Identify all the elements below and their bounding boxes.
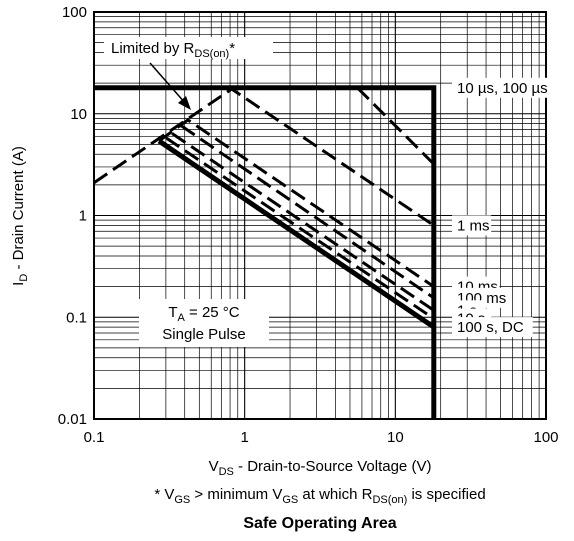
y-tick-label: 0.01 bbox=[58, 411, 87, 428]
limited-annotation: Limited by RDS(on)* bbox=[104, 37, 273, 110]
series-label-bg bbox=[452, 77, 574, 98]
series-line bbox=[180, 124, 435, 300]
pulse-label: Single Pulse bbox=[162, 326, 245, 343]
series-label-bg bbox=[452, 215, 492, 236]
series-label: 10 µs, 100 µs bbox=[457, 80, 548, 97]
series-line bbox=[356, 86, 435, 166]
y-tick-label: 100 bbox=[62, 4, 87, 21]
limited-arrow-shaft bbox=[149, 62, 187, 105]
series-label: 100 s, DC bbox=[457, 319, 524, 336]
y-tick-label: 1 bbox=[79, 208, 87, 225]
series-line bbox=[165, 136, 435, 320]
x-tick-label: 1 bbox=[240, 429, 248, 446]
footnote: * VGS > minimum VGS at which RDS(on) is … bbox=[154, 486, 485, 506]
series-lines bbox=[93, 85, 437, 419]
ta-label: TA = 25 °C bbox=[168, 304, 239, 324]
limited-label: Limited by RDS(on)* bbox=[111, 40, 235, 60]
y-tick-label: 10 bbox=[70, 106, 87, 123]
chart-title: Safe Operating Area bbox=[243, 515, 396, 532]
series-line bbox=[93, 87, 435, 227]
condition-annotation: TA = 25 °C Single Pulse bbox=[139, 299, 269, 347]
y-tick-label: 0.1 bbox=[66, 309, 87, 326]
plot-frame bbox=[93, 11, 547, 420]
series-label-bg bbox=[452, 317, 533, 338]
x-tick-label: 0.1 bbox=[84, 429, 105, 446]
series-label: 1 ms bbox=[457, 217, 490, 234]
limited-arrow-head bbox=[178, 96, 191, 110]
x-tick-label: 10 bbox=[387, 429, 404, 446]
series-line bbox=[157, 138, 436, 330]
series-line bbox=[171, 132, 435, 312]
y-axis-label: ID - Drain Current (A) bbox=[10, 146, 30, 286]
series-line bbox=[158, 118, 435, 288]
x-axis-label: VDS - Drain-to-Source Voltage (V) bbox=[209, 458, 432, 478]
x-tick-label: 100 bbox=[533, 429, 558, 446]
